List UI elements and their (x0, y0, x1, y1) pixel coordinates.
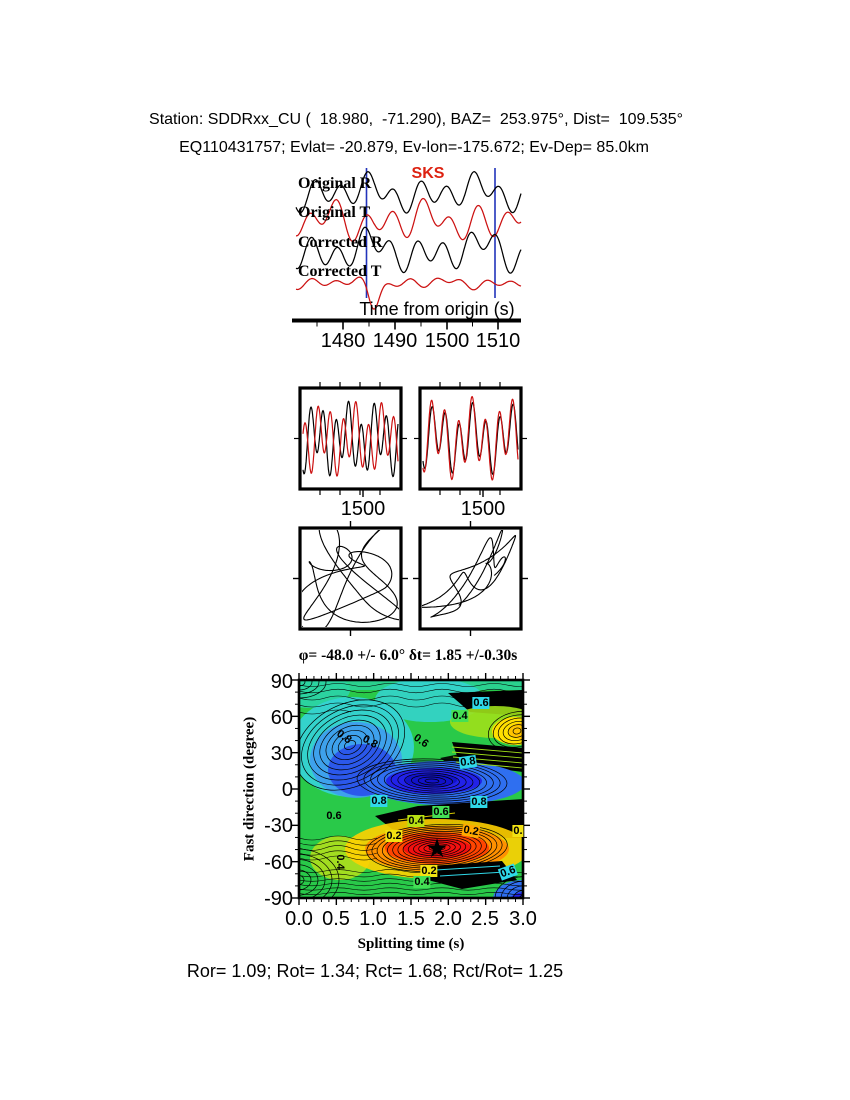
time-tick-label: 1480 (320, 330, 366, 352)
contour-level-label: 0.6 (326, 810, 342, 822)
splitting-time-axis-label: Splitting time (s) (357, 936, 465, 952)
contour-level-label: 0.6 (432, 806, 450, 818)
contour-level-label: 0.2 (385, 830, 403, 842)
comparison-tick-label: 1500 (460, 498, 506, 520)
particle-motion-box (418, 526, 523, 631)
trace-label: Original T (298, 204, 371, 221)
contour-level-label: 0.2 (420, 865, 438, 877)
quality-ratios-text: Ror= 1.09; Rot= 1.34; Rct= 1.68; Rct/Rot… (186, 961, 564, 981)
fast-direction-tick-label: 60 (270, 707, 293, 729)
seismogram-trace (295, 171, 522, 214)
splitting-time-tick-label: 2.0 (434, 908, 462, 930)
time-tick-label: 1510 (475, 330, 521, 352)
best-solution-star: ★ (425, 834, 448, 864)
comparison-box (418, 386, 523, 491)
fast-direction-tick-label: 90 (270, 671, 293, 693)
contour-level-label: 0.8 (470, 796, 488, 808)
contour-level-label: 0.4 (334, 854, 346, 870)
comparison-box (298, 386, 403, 491)
time-axis-label: Time from origin (s) (359, 299, 515, 319)
splitting-time-tick-label: 1.5 (397, 908, 425, 930)
fast-direction-tick-label: -60 (264, 852, 293, 874)
station-title: Station: SDDRxx_CU ( 18.980, -71.290), B… (149, 111, 683, 128)
time-tick-label: 1490 (372, 330, 418, 352)
splitting-time-tick-label: 3.0 (509, 908, 537, 930)
splitting-time-tick-label: 0.0 (285, 908, 313, 930)
fast-direction-tick-label: 30 (270, 743, 293, 765)
comparison-trace (302, 401, 399, 477)
splitting-time-tick-label: 0.5 (322, 908, 350, 930)
splitting-time-tick-label: 1.0 (359, 908, 387, 930)
trace-label: Original R (298, 175, 372, 192)
event-title: EQ110431757; Evlat= -20.879, Ev-lon=-175… (179, 139, 649, 156)
sks-phase-label: SKS (411, 165, 445, 182)
comparison-trace (422, 395, 519, 481)
contour-level-label: 0.8 (370, 795, 388, 807)
particle-motion-curve (422, 530, 517, 618)
fast-direction-axis-label: Fast direction (degree) (241, 716, 258, 862)
fast-direction-tick-label: -90 (264, 888, 293, 910)
seismogram-trace (295, 197, 522, 243)
fast-direction-tick-label: 0 (281, 779, 293, 801)
comparison-tick-label: 1500 (340, 498, 386, 520)
contour-level-label: 0.4 (451, 710, 469, 722)
splitting-result-title: φ= -48.0 +/- 6.0° δt= 1.85 +/-0.30s (298, 647, 518, 664)
particle-motion-box (298, 526, 403, 631)
fast-direction-tick-label: -30 (264, 815, 293, 837)
comparison-trace (302, 400, 399, 478)
contour-level-label: 0. (512, 825, 524, 837)
trace-label: Corrected R (298, 234, 383, 251)
contour-level-label: 0.4 (413, 876, 431, 888)
time-tick-label: 1500 (424, 330, 470, 352)
seismogram-trace (295, 226, 522, 274)
particle-motion-curve (302, 530, 399, 627)
seismogram-trace (295, 276, 522, 310)
splitting-time-tick-label: 2.5 (471, 908, 499, 930)
contour-level-label: 0.8 (458, 754, 478, 770)
trace-label: Corrected T (298, 263, 382, 280)
contour-level-label: 0.4 (407, 815, 425, 827)
time-axis-bar (292, 318, 521, 323)
contour-level-label: 0.6 (472, 697, 490, 709)
